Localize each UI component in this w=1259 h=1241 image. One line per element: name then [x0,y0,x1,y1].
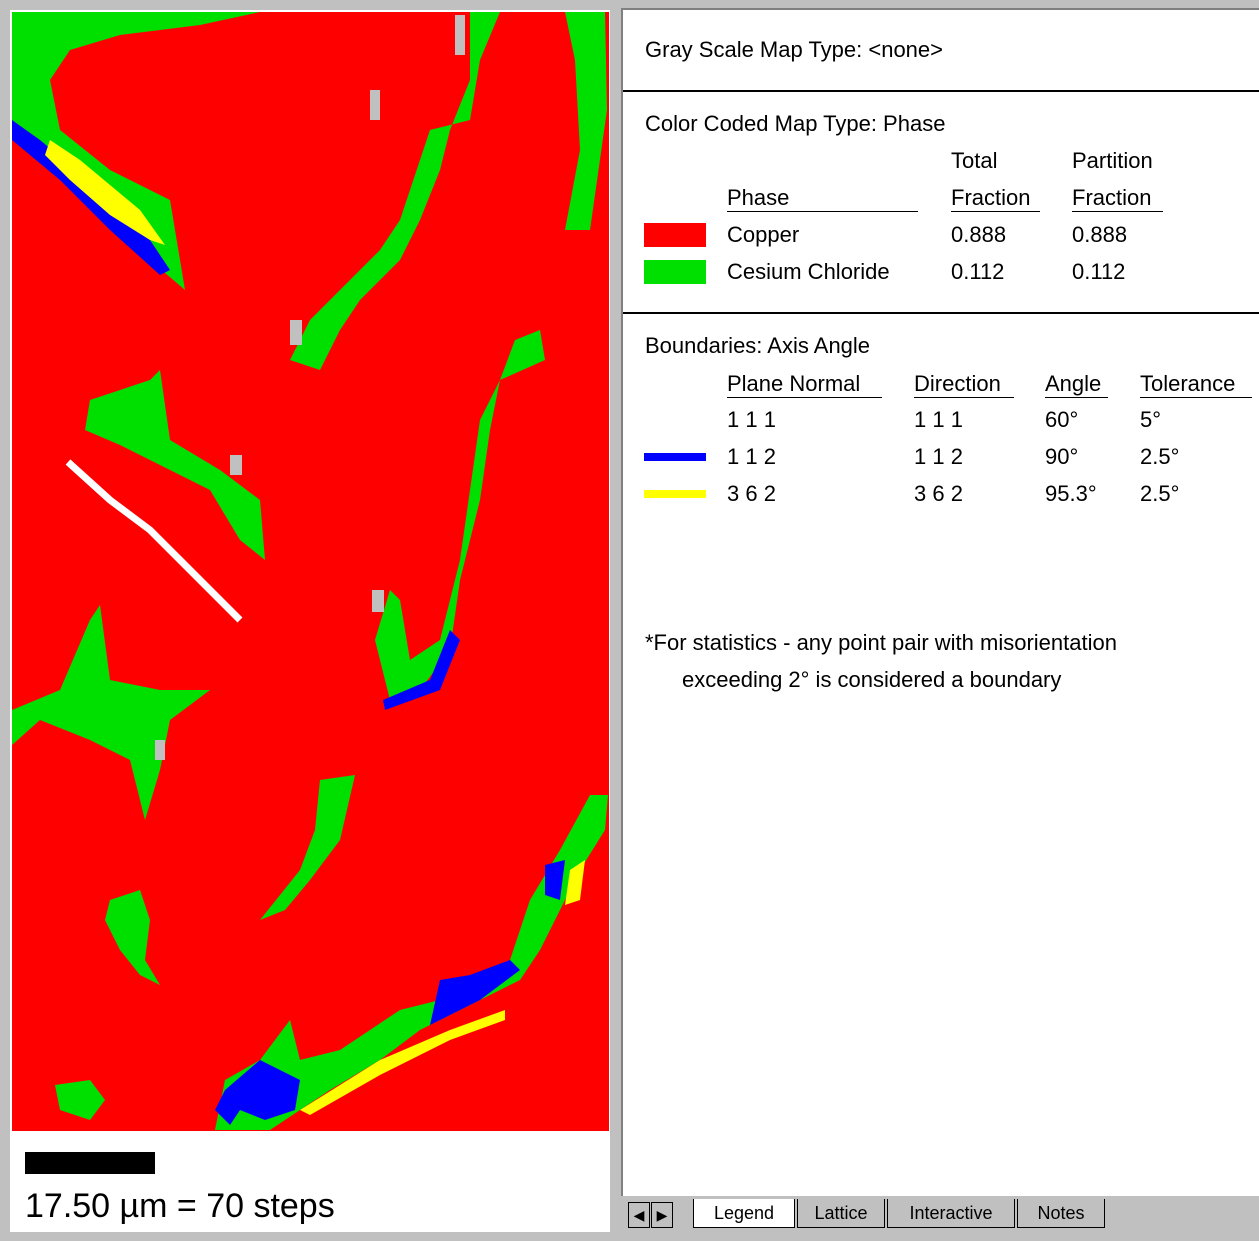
tab[interactable]: Lattice [797,1199,885,1228]
phase-name: Cesium Chloride [727,259,890,285]
scroll-right[interactable]: ▶ [651,1202,673,1228]
plane-normal: 3 6 2 [727,481,776,507]
tab[interactable]: Notes [1017,1199,1105,1228]
note: exceeding 2° is considered a boundary [682,667,1061,693]
scale-bar [25,1152,155,1174]
column-header: Angle [1045,371,1108,398]
phase-swatch [644,260,706,284]
separator [623,90,1259,92]
tolerance: 5° [1140,407,1161,433]
partition-fraction: 0.112 [1072,259,1125,285]
direction: 1 1 1 [914,407,963,433]
column-header: Tolerance [1140,371,1252,398]
tolerance: 2.5° [1140,444,1179,470]
scroll-left[interactable]: ◀ [628,1202,650,1228]
boundary-swatch [644,490,706,498]
phase-name: Copper [727,222,799,248]
tab[interactable]: Interactive [887,1199,1015,1228]
app-window: 17.50 µm = 70 steps Gray Scale Map Type:… [0,0,1259,1241]
scale-label: 17.50 µm = 70 steps [25,1187,335,1225]
phase-swatch [644,223,706,247]
partition-fraction: 0.888 [1072,222,1127,248]
boundary-swatch [644,453,706,461]
column-header: Phase [727,185,918,212]
angle: 60° [1045,407,1078,433]
column-header: Direction [914,371,1014,398]
column-header: Total [951,148,997,174]
column-header: Fraction [951,185,1040,212]
legend-panel [621,8,1259,1198]
total-fraction: 0.112 [951,259,1004,285]
direction: 1 1 2 [914,444,963,470]
map-panel: 17.50 µm = 70 steps [0,0,614,1241]
tolerance: 2.5° [1140,481,1179,507]
total-fraction: 0.888 [951,222,1006,248]
plane-normal: 1 1 1 [727,407,776,433]
angle: 90° [1045,444,1078,470]
note: *For statistics - any point pair with mi… [645,630,1117,656]
column-header: Fraction [1072,185,1163,212]
gray-scale-type: Gray Scale Map Type: <none> [645,37,943,63]
column-header: Plane Normal [727,371,882,398]
section-title: Boundaries: Axis Angle [645,333,870,359]
direction: 3 6 2 [914,481,963,507]
tab[interactable]: Legend [693,1199,795,1228]
plane-normal: 1 1 2 [727,444,776,470]
column-header: Partition [1072,148,1153,174]
phase-map: 17.50 µm = 70 steps [0,0,614,1241]
angle: 95.3° [1045,481,1097,507]
separator [623,312,1259,314]
section-title: Color Coded Map Type: Phase [645,111,945,137]
